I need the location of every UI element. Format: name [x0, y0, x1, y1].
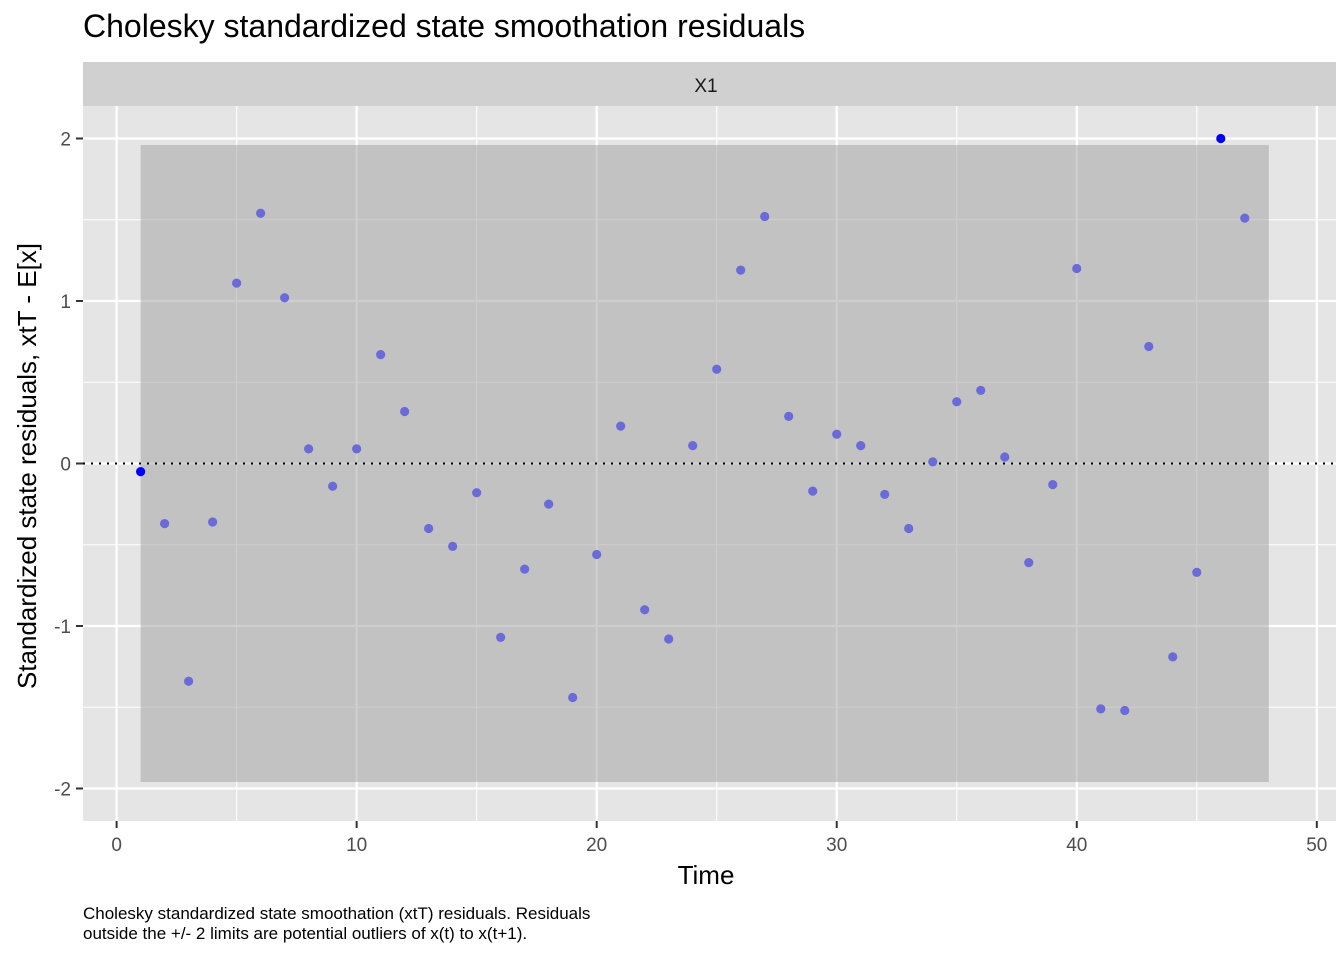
facet-strip-label: X1	[694, 76, 717, 97]
caption-line-1: Cholesky standardized state smoothation …	[83, 904, 591, 923]
y-tick-label: 0	[60, 455, 71, 476]
data-point	[712, 364, 722, 374]
data-point	[352, 444, 362, 454]
data-point	[1096, 704, 1106, 714]
data-point	[544, 499, 554, 509]
data-point	[208, 517, 218, 527]
data-point	[280, 293, 290, 303]
y-tick-label: -2	[54, 780, 71, 801]
data-point	[496, 632, 506, 642]
data-point	[160, 519, 170, 529]
facet-strip	[83, 62, 1336, 106]
data-point	[808, 486, 818, 496]
data-point	[1168, 652, 1178, 662]
y-tick-label: -1	[54, 617, 71, 638]
data-point	[1192, 567, 1202, 577]
data-points	[136, 133, 1250, 716]
data-point	[472, 488, 482, 498]
confidence-band	[140, 145, 1269, 782]
data-point	[376, 350, 386, 360]
data-point	[976, 385, 986, 395]
x-axis-label: Time	[678, 860, 735, 890]
x-axis: 0 10 20 30 40 50	[111, 821, 1327, 856]
data-point	[1000, 452, 1010, 462]
data-point	[304, 444, 314, 454]
data-point	[328, 481, 338, 491]
data-point	[520, 564, 530, 574]
data-point	[592, 549, 602, 560]
data-point	[256, 208, 266, 218]
data-point	[1072, 263, 1082, 274]
y-axis-label: Standardized state residuals, xtT - E[x]	[12, 243, 42, 689]
figure-caption: Cholesky standardized state smoothation …	[83, 904, 590, 944]
y-tick-label: 1	[60, 292, 71, 313]
data-point	[448, 541, 458, 551]
data-point	[664, 634, 674, 644]
data-point	[400, 406, 410, 417]
data-point	[904, 523, 914, 534]
data-point	[640, 605, 650, 615]
data-point	[880, 489, 890, 499]
x-tick-label: 50	[1306, 835, 1327, 856]
data-point	[952, 397, 962, 407]
data-point	[616, 421, 626, 431]
caption-line-2: outside the +/- 2 limits are potential o…	[83, 924, 528, 943]
data-point	[1120, 705, 1130, 716]
chart-title: Cholesky standardized state smoothation …	[83, 8, 806, 44]
data-point	[688, 441, 698, 451]
data-point	[1240, 213, 1250, 223]
data-point	[736, 265, 746, 275]
data-point	[928, 457, 938, 467]
data-point	[232, 278, 242, 288]
data-point	[424, 523, 434, 534]
x-tick-label: 10	[346, 835, 367, 856]
x-tick-label: 30	[826, 835, 847, 856]
data-point	[136, 467, 146, 477]
y-axis: -2 -1 0 1 2	[54, 130, 83, 801]
data-point	[184, 676, 194, 686]
data-point	[1048, 480, 1058, 490]
x-tick-label: 20	[586, 835, 607, 856]
data-point	[784, 411, 794, 421]
data-point	[1216, 133, 1226, 144]
data-point	[760, 211, 770, 222]
data-point	[1024, 558, 1034, 568]
scatter-chart: X1 0 10 20 30 40 50 -2 -1 0 1 2 Time Standardized…	[12, 62, 1336, 890]
x-tick-label: 40	[1066, 835, 1087, 856]
x-tick-label: 0	[111, 835, 122, 856]
y-tick-label: 2	[60, 130, 71, 151]
data-point	[1144, 341, 1154, 352]
data-point	[568, 692, 578, 703]
data-point	[856, 441, 866, 451]
data-point	[832, 429, 842, 439]
